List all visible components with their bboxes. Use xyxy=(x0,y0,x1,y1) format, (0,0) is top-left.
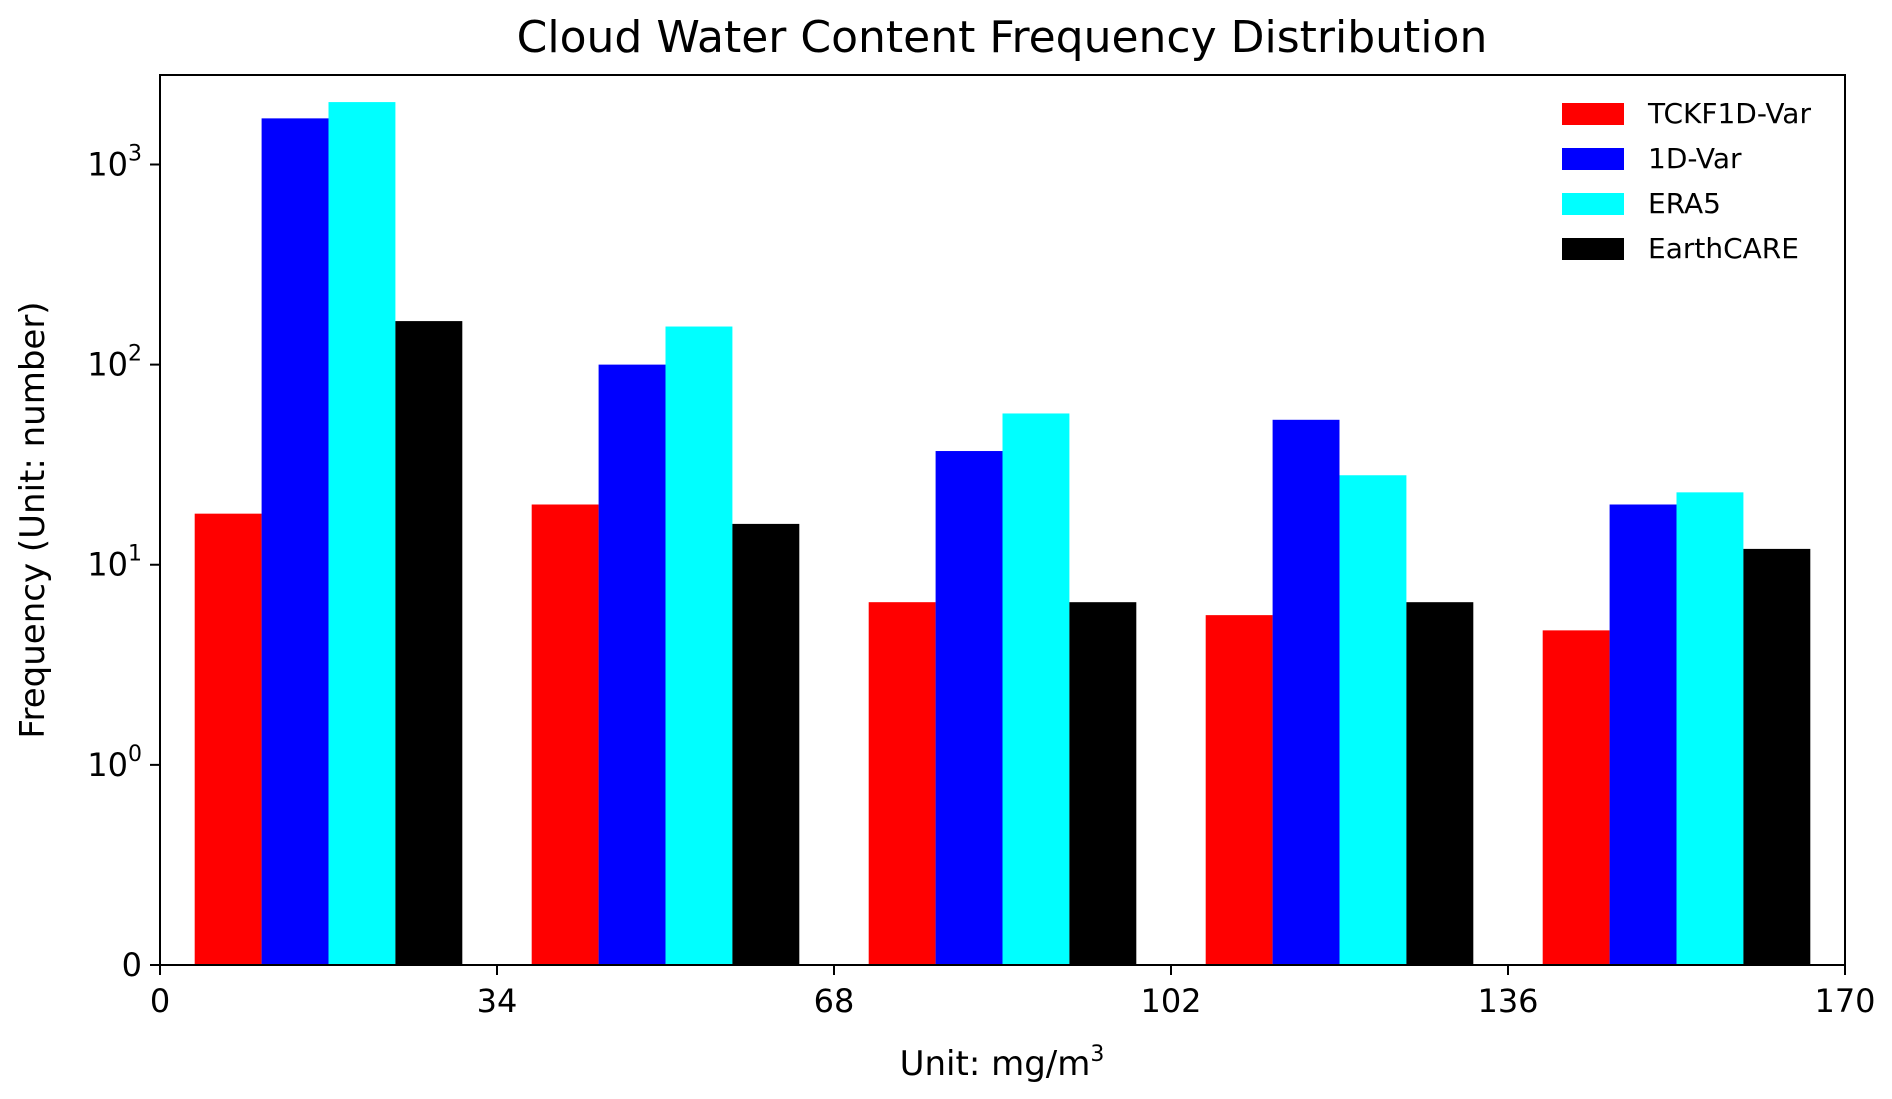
x-axis-label-text: Unit: mg/m xyxy=(900,1044,1091,1084)
y-tick-label-base: 10 xyxy=(87,546,128,584)
x-tick-label: 0 xyxy=(150,982,170,1020)
bar-era5-group-3 xyxy=(1002,413,1070,966)
bar-tckf1d-var-group-2 xyxy=(531,504,599,965)
x-tick-label: 170 xyxy=(1814,982,1875,1020)
bar-1d-var-group-4 xyxy=(1272,419,1340,965)
y-tick-label: 103 xyxy=(87,141,142,183)
bar-tckf1d-var-group-4 xyxy=(1205,615,1273,965)
x-axis-label-superscript: 3 xyxy=(1090,1042,1104,1067)
legend-swatch-tckf1d-var xyxy=(1562,103,1624,125)
chart-title: Cloud Water Content Frequency Distributi… xyxy=(517,12,1488,63)
bar-1d-var-group-2 xyxy=(598,364,666,965)
bar-era5-group-5 xyxy=(1676,492,1744,965)
x-tick-label: 102 xyxy=(1140,982,1201,1020)
y-tick-label-base: 10 xyxy=(87,746,128,784)
bar-era5-group-2 xyxy=(665,326,733,966)
bar-earthcare-group-1 xyxy=(395,321,463,965)
legend-swatch-earthcare xyxy=(1562,238,1624,260)
y-tick-label-exponent: 1 xyxy=(128,542,142,567)
bar-tckf1d-var-group-3 xyxy=(868,602,936,965)
x-axis-ticks: 0 34 68 102 136 170 xyxy=(150,965,1876,1020)
bar-1d-var-group-5 xyxy=(1609,504,1677,965)
y-tick-label: 100 xyxy=(87,742,142,784)
y-tick-label-exponent: 3 xyxy=(128,141,142,166)
bar-1d-var-group-1 xyxy=(261,118,329,966)
legend-label: TCKF1D-Var xyxy=(1647,97,1811,130)
bar-earthcare-group-2 xyxy=(732,523,800,965)
legend-swatch-1d-var xyxy=(1562,148,1624,170)
y-tick-label-exponent: 0 xyxy=(128,742,142,767)
x-axis-label: Unit: mg/m3 xyxy=(900,1042,1105,1084)
bar-era5-group-4 xyxy=(1339,475,1407,965)
bar-earthcare-group-3 xyxy=(1069,602,1137,965)
y-tick-label: 101 xyxy=(87,542,142,584)
bars-group xyxy=(194,102,1811,966)
y-tick-label: 102 xyxy=(87,342,142,384)
legend: TCKF1D-Var 1D-Var ERA5 EarthCARE xyxy=(1562,97,1811,265)
y-axis-label: Frequency (Unit: number) xyxy=(13,301,53,738)
bar-1d-var-group-3 xyxy=(935,451,1003,966)
x-tick-label: 34 xyxy=(477,982,518,1020)
y-tick-label-base: 0 xyxy=(122,946,142,984)
legend-label: ERA5 xyxy=(1648,187,1721,220)
bar-tckf1d-var-group-5 xyxy=(1542,630,1610,965)
legend-swatch-era5 xyxy=(1562,193,1624,215)
y-tick-label-base: 10 xyxy=(87,145,128,183)
bar-earthcare-group-4 xyxy=(1406,602,1474,965)
y-tick-label: 0 xyxy=(122,946,142,984)
y-tick-label-base: 10 xyxy=(87,346,128,384)
plot-area-frame xyxy=(159,74,1846,966)
x-tick-label: 68 xyxy=(814,982,855,1020)
legend-label: EarthCARE xyxy=(1648,232,1799,265)
x-tick-label: 136 xyxy=(1477,982,1538,1020)
legend-label: 1D-Var xyxy=(1648,142,1742,175)
bar-tckf1d-var-group-1 xyxy=(194,513,262,965)
bar-earthcare-group-5 xyxy=(1743,548,1811,965)
y-tick-label-exponent: 2 xyxy=(128,342,142,367)
bar-era5-group-1 xyxy=(328,102,396,965)
